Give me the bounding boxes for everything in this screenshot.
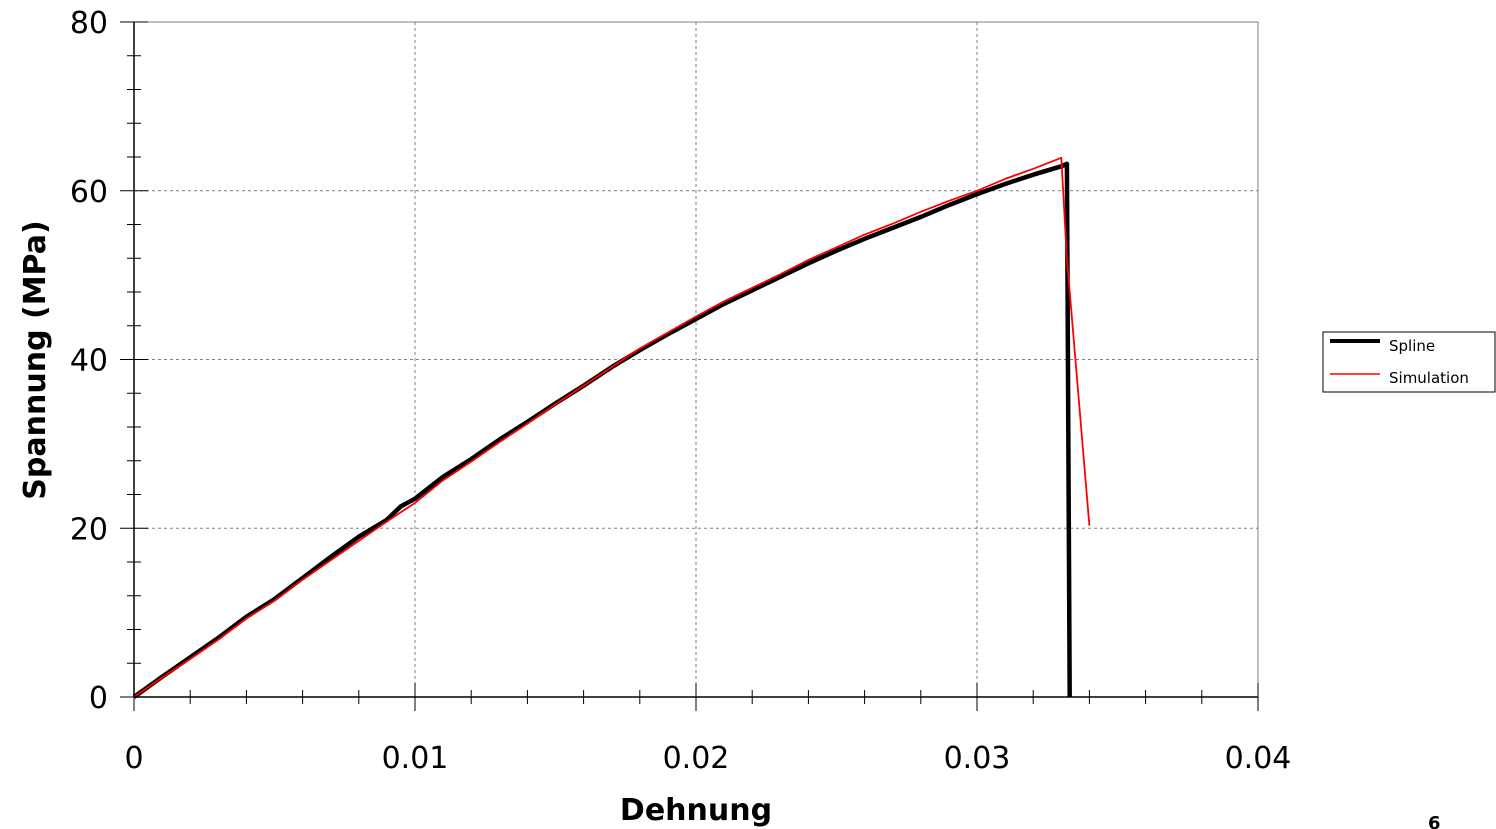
y-tick-label: 80 [70, 6, 108, 41]
x-tick-label: 0.04 [1225, 741, 1292, 776]
x-tick-label: 0.03 [944, 741, 1011, 776]
y-tick-label: 20 [70, 512, 108, 547]
axis-ticks [120, 21, 1259, 711]
tick-labels: 0 0.01 0.02 0.03 0.04 0 20 40 60 80 [70, 6, 1292, 776]
series-lines [132, 156, 1091, 699]
x-tick-label: 0.01 [382, 741, 449, 776]
x-axis-title: Dehnung [620, 793, 772, 828]
x-tick-label: 0.02 [663, 741, 730, 776]
legend-label-simulation: Simulation [1389, 369, 1469, 387]
legend-label-spline: Spline [1389, 337, 1435, 355]
y-tick-label: 60 [70, 175, 108, 210]
x-tick-label: 0 [124, 741, 143, 776]
series-line-simulation [133, 156, 1091, 698]
y-axis-title: Spannung (MPa) [18, 220, 53, 499]
y-tick-label: 40 [70, 344, 108, 379]
page-number: 6 [1428, 813, 1441, 829]
y-tick-label: 0 [89, 681, 108, 716]
legend: Spline Simulation [1322, 331, 1496, 393]
